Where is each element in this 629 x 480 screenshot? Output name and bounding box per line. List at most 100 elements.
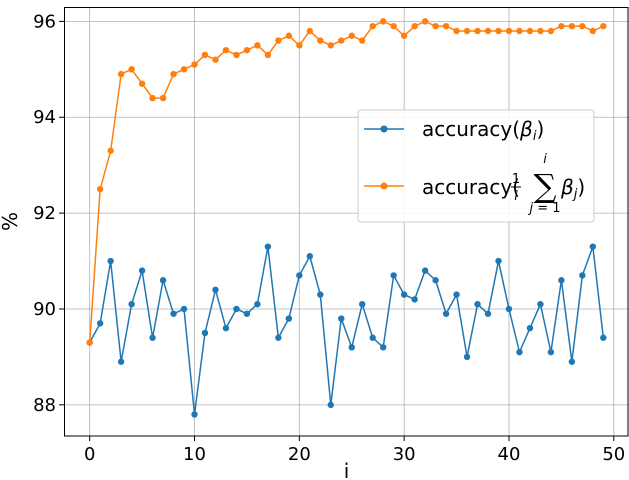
- data-point: [254, 300, 261, 308]
- data-point: [400, 32, 408, 39]
- data-point: [296, 42, 303, 49]
- data-point: [212, 56, 219, 63]
- data-point: [379, 344, 387, 351]
- y-tick-label: 90: [33, 299, 56, 320]
- data-point: [579, 22, 586, 30]
- data-point: [348, 32, 355, 39]
- series-0: [86, 243, 607, 418]
- x-tick-label: 20: [288, 444, 311, 465]
- data-point: [128, 66, 135, 73]
- data-point: [568, 22, 576, 30]
- y-tick-label: 94: [33, 107, 56, 128]
- series-1: [86, 18, 607, 346]
- svg-text:1: 1: [512, 172, 520, 187]
- data-point: [558, 277, 565, 284]
- data-point: [379, 18, 387, 25]
- svg-text:i: i: [514, 189, 518, 204]
- data-point: [285, 32, 293, 39]
- data-point: [317, 291, 324, 298]
- data-point: [463, 353, 471, 361]
- data-point: [432, 277, 439, 284]
- legend-label-mean: accuracy( 1 i i ∑ j = 1 βj): [422, 152, 585, 216]
- data-point: [589, 27, 597, 35]
- y-tick-label: 92: [33, 203, 56, 224]
- data-point: [411, 296, 418, 303]
- data-point: [327, 401, 334, 409]
- data-point: [516, 348, 523, 356]
- data-point: [359, 37, 366, 44]
- legend-box: [357, 109, 595, 223]
- data-point: [432, 22, 439, 30]
- x-tick-label: 0: [84, 444, 95, 465]
- data-point: [191, 411, 198, 418]
- data-point: [547, 348, 555, 356]
- series-layer: [86, 18, 607, 418]
- data-point: [369, 22, 376, 30]
- data-point: [107, 257, 114, 265]
- svg-text:∑: ∑: [534, 167, 557, 205]
- data-point: [348, 344, 355, 351]
- data-point: [306, 27, 314, 35]
- data-point: [254, 42, 261, 49]
- data-point: [589, 243, 597, 250]
- data-point: [180, 66, 188, 73]
- svg-text:accuracy(: accuracy(: [422, 175, 520, 199]
- data-point: [86, 339, 93, 346]
- data-point: [547, 27, 555, 35]
- data-point: [212, 286, 219, 294]
- data-point: [537, 27, 544, 35]
- data-point: [264, 51, 272, 59]
- data-point: [453, 291, 460, 298]
- data-point: [222, 46, 230, 54]
- data-point: [306, 253, 314, 260]
- data-point: [233, 305, 240, 313]
- svg-text:i: i: [543, 152, 547, 167]
- legend-label-beta: accuracy(βi): [422, 117, 544, 144]
- data-point: [243, 46, 251, 54]
- data-point: [264, 243, 272, 250]
- data-point: [117, 358, 125, 365]
- data-point: [222, 324, 230, 332]
- data-point: [474, 300, 481, 308]
- data-point: [453, 27, 460, 35]
- data-point: [96, 320, 104, 327]
- legend-marker-mean: [380, 182, 388, 190]
- data-point: [600, 22, 607, 30]
- x-tick-label: 30: [393, 444, 416, 465]
- svg-text:βj): βj): [560, 175, 585, 202]
- legend: accuracy(βi) accuracy( 1 i i ∑ j = 1 βj): [357, 109, 595, 223]
- data-point: [579, 272, 586, 279]
- data-point: [338, 37, 345, 44]
- data-point: [568, 358, 576, 365]
- data-point: [275, 334, 282, 341]
- data-point: [505, 27, 513, 35]
- data-point: [484, 27, 492, 35]
- data-point: [327, 42, 334, 49]
- x-tick-label: 10: [183, 444, 206, 465]
- data-point: [170, 310, 177, 317]
- data-point: [338, 315, 345, 322]
- data-point: [474, 27, 481, 35]
- data-point: [317, 37, 324, 44]
- data-point: [128, 300, 135, 308]
- data-point: [390, 272, 397, 279]
- data-point: [505, 305, 513, 313]
- data-point: [526, 27, 534, 35]
- data-point: [421, 267, 429, 274]
- data-point: [117, 70, 125, 78]
- data-point: [390, 22, 397, 30]
- data-point: [233, 51, 240, 59]
- data-point: [201, 329, 209, 337]
- data-point: [170, 70, 177, 78]
- data-point: [159, 277, 167, 284]
- data-point: [411, 22, 418, 30]
- legend-marker-beta: [380, 125, 388, 133]
- data-point: [558, 22, 565, 30]
- plot-frame: [64, 7, 629, 437]
- data-point: [537, 300, 544, 308]
- data-point: [400, 291, 408, 298]
- data-point: [421, 18, 429, 25]
- data-point: [296, 272, 303, 279]
- legend-entry-mean: accuracy( 1 i i ∑ j = 1 βj): [364, 152, 585, 216]
